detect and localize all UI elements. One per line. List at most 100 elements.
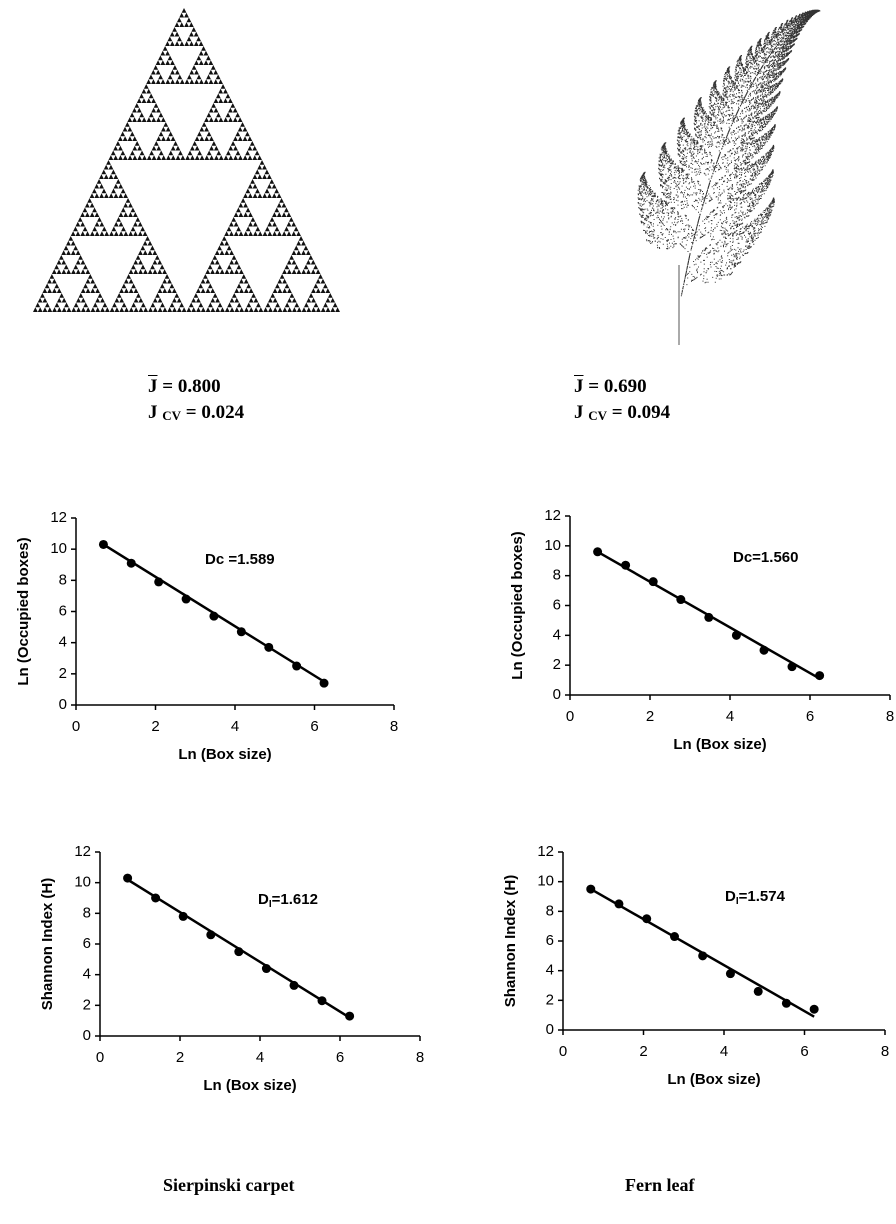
symbol: J [148, 376, 158, 397]
x-axis-label: Ln (Box size) [203, 1077, 296, 1094]
y-tick-label: 12 [74, 843, 91, 860]
data-point [289, 980, 299, 990]
j-cv: J CV = 0.094 [574, 402, 670, 424]
x-tick-label: 6 [800, 1043, 808, 1060]
y-tick-label: 10 [537, 873, 554, 890]
y-tick-label: 6 [59, 602, 67, 619]
y-tick-label: 8 [59, 571, 67, 588]
data-point [98, 539, 108, 549]
y-tick-label: 12 [537, 843, 554, 860]
annotation-symbol: D [258, 891, 269, 908]
annotation: DI=1.574 [725, 888, 786, 907]
data-point [614, 899, 624, 909]
annotation-text: Dc=1.560 [733, 549, 798, 566]
data-point [178, 911, 188, 921]
y-axis-label: Ln (Occupied boxes) [15, 537, 32, 685]
data-point [181, 594, 191, 604]
y-tick-label: 0 [546, 1021, 554, 1038]
data-point [698, 951, 708, 961]
chart: 0 2 4 6 8 10 12 0 2 4 6 8 Ln (Box size) Shannon Index… [502, 843, 889, 1088]
y-tick-label: 0 [83, 1027, 91, 1044]
data-point [731, 630, 741, 640]
data-point [669, 932, 679, 942]
x-tick-label: 8 [390, 718, 398, 735]
y-tick-label: 6 [83, 935, 91, 952]
data-point [264, 642, 274, 652]
data-point [642, 914, 652, 924]
y-tick-label: 10 [74, 874, 91, 891]
x-tick-label: 8 [886, 708, 894, 725]
data-point [319, 678, 329, 688]
y-tick-label: 2 [546, 991, 554, 1008]
column-label: Fern leaf [625, 1175, 695, 1195]
x-tick-label: 6 [336, 1049, 344, 1066]
data-point [809, 1004, 819, 1014]
y-tick-label: 8 [83, 904, 91, 921]
data-point [154, 577, 164, 587]
y-tick-label: 2 [83, 996, 91, 1013]
y-tick-label: 8 [553, 567, 561, 584]
data-point [292, 661, 302, 671]
annotation: Dc =1.589 [205, 551, 275, 568]
data-point [759, 645, 769, 655]
column-label: Sierpinski carpet [163, 1175, 295, 1195]
data-point [593, 547, 603, 557]
data-point [586, 884, 596, 894]
x-tick-label: 2 [639, 1043, 647, 1060]
y-axis-label: Ln (Occupied boxes) [509, 531, 526, 679]
data-point [234, 947, 244, 957]
x-tick-label: 2 [176, 1049, 184, 1066]
y-tick-label: 6 [553, 596, 561, 613]
chart: 0 2 4 6 8 10 12 0 2 4 6 8 Ln (Box size) Shannon Index… [39, 843, 424, 1094]
x-tick-label: 6 [806, 708, 814, 725]
y-tick-label: 2 [553, 656, 561, 673]
annotation-text: =1.574 [739, 888, 786, 905]
annotation-text: Dc =1.589 [205, 551, 275, 568]
x-tick-label: 8 [881, 1043, 889, 1060]
y-tick-label: 8 [546, 902, 554, 919]
x-tick-label: 2 [151, 718, 159, 735]
y-axis-label: Shannon Index (H) [39, 878, 56, 1011]
sierpinski-fractal [33, 8, 340, 312]
subscript: CV [588, 408, 608, 423]
j-bar: J = 0.690 [574, 376, 647, 398]
value: = 0.094 [607, 402, 671, 423]
j-cv: J CV = 0.024 [148, 402, 244, 424]
x-tick-label: 4 [720, 1043, 728, 1060]
data-point [621, 560, 631, 570]
annotation-symbol: D [725, 888, 736, 905]
x-axis-label: Ln (Box size) [178, 746, 271, 763]
value: = 0.024 [181, 402, 245, 423]
data-point [209, 611, 219, 621]
y-tick-label: 2 [59, 665, 67, 682]
x-axis-label: Ln (Box size) [673, 736, 766, 753]
value: = 0.690 [583, 376, 647, 397]
data-point [648, 577, 658, 587]
x-tick-label: 2 [646, 708, 654, 725]
y-tick-label: 12 [50, 509, 67, 526]
data-point [676, 595, 686, 605]
fern-fractal [637, 9, 821, 297]
annotation-text: =1.612 [272, 891, 318, 908]
y-tick-label: 10 [544, 537, 561, 554]
annotation: DI=1.612 [258, 891, 318, 910]
x-tick-label: 6 [310, 718, 318, 735]
symbol: J [574, 402, 584, 423]
y-tick-label: 0 [553, 686, 561, 703]
chart: 0 2 4 6 8 10 12 0 2 4 6 8 Ln (Box size) Ln (Occupied … [15, 509, 398, 763]
j-bar: J = 0.800 [148, 376, 221, 398]
x-tick-label: 4 [256, 1049, 264, 1066]
annotation-subscript: I [736, 896, 739, 907]
y-tick-label: 4 [83, 966, 91, 983]
data-point [787, 662, 797, 672]
x-tick-label: 4 [231, 718, 239, 735]
x-tick-label: 0 [559, 1043, 567, 1060]
x-tick-label: 0 [96, 1049, 104, 1066]
annotation-subscript: I [269, 899, 272, 910]
y-axis-label: Shannon Index (H) [502, 875, 519, 1008]
y-tick-label: 4 [59, 634, 67, 651]
data-point [704, 612, 714, 622]
data-point [236, 627, 246, 637]
